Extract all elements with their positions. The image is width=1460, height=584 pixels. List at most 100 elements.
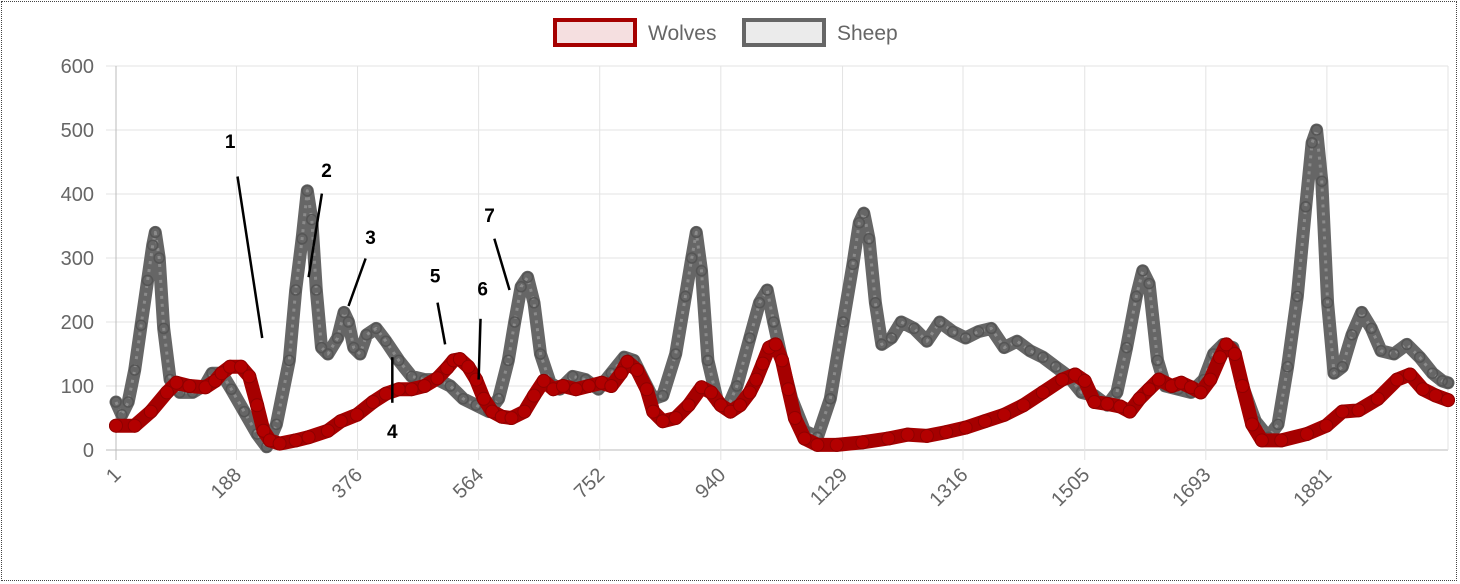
data-point	[1227, 347, 1242, 361]
data-point	[1016, 398, 1031, 413]
y-tick-label: 500	[61, 120, 94, 142]
annotation-2: 2	[307, 161, 332, 278]
data-point	[921, 335, 933, 347]
data-point	[681, 398, 696, 413]
data-point	[1049, 361, 1062, 373]
annotation-leader-line	[347, 258, 367, 307]
data-point	[331, 332, 344, 344]
data-point	[1035, 385, 1050, 400]
data-point	[1415, 382, 1430, 397]
data-point	[829, 437, 844, 452]
data-point	[301, 185, 314, 197]
data-point	[504, 411, 519, 425]
data-point	[528, 297, 540, 309]
data-point	[1132, 391, 1147, 406]
y-tick-label: 200	[61, 312, 94, 334]
legend: Wolves Sheep	[553, 18, 898, 47]
data-point	[858, 207, 870, 219]
data-point	[614, 366, 628, 381]
data-point	[810, 437, 825, 452]
data-point	[517, 404, 532, 419]
data-point	[469, 372, 484, 387]
data-point	[713, 398, 728, 413]
legend-wolves-label[interactable]: Wolves	[648, 22, 716, 45]
data-point	[1024, 345, 1036, 357]
x-tick-label: 188	[207, 464, 246, 503]
data-point	[360, 329, 373, 341]
data-point	[242, 369, 257, 384]
data-point	[1390, 372, 1405, 387]
annotation-label: 2	[321, 161, 332, 182]
data-point	[380, 335, 392, 347]
data-point	[1151, 372, 1166, 387]
data-point	[1274, 433, 1289, 448]
y-tick-label: 0	[83, 440, 94, 462]
data-point	[1203, 372, 1218, 387]
data-point	[1403, 367, 1417, 382]
data-point	[391, 382, 406, 397]
data-point	[997, 407, 1012, 422]
data-point	[250, 398, 265, 413]
data-point	[1328, 367, 1340, 379]
data-point	[639, 382, 654, 397]
data-point	[502, 354, 515, 367]
y-tick-label: 600	[61, 56, 94, 78]
data-point	[515, 281, 527, 293]
data-point	[1122, 404, 1137, 419]
data-point	[1291, 290, 1304, 303]
data-point	[824, 393, 837, 405]
data-point	[668, 411, 683, 425]
data-point	[704, 385, 719, 400]
data-point	[895, 316, 907, 328]
data-point	[1355, 306, 1368, 319]
data-point	[1426, 367, 1439, 379]
data-point	[1037, 351, 1049, 363]
data-point	[1321, 297, 1334, 309]
data-point	[630, 363, 645, 377]
data-point	[141, 274, 154, 287]
data-point	[508, 316, 521, 328]
legend-sheep-label[interactable]: Sheep	[837, 22, 898, 45]
data-point	[1336, 361, 1349, 373]
annotation-4: 4	[387, 357, 398, 443]
data-point	[1335, 404, 1350, 419]
data-point	[959, 332, 972, 344]
data-point	[404, 382, 419, 397]
data-point	[977, 414, 992, 429]
data-point	[457, 393, 469, 405]
x-tick-label: 1693	[1168, 464, 1215, 511]
data-point	[301, 430, 316, 445]
data-point	[1370, 391, 1385, 406]
data-point	[847, 258, 859, 271]
data-point	[1100, 396, 1115, 411]
legend-wolves-swatch[interactable]	[553, 18, 637, 47]
data-point	[333, 414, 348, 429]
data-point	[354, 348, 366, 360]
data-point	[110, 396, 122, 408]
data-point	[342, 316, 355, 328]
data-point	[1011, 335, 1023, 347]
data-point	[646, 404, 661, 419]
x-tick-label: 1129	[806, 464, 852, 510]
data-point	[1142, 382, 1157, 397]
data-point	[1319, 418, 1334, 433]
data-point	[320, 423, 335, 438]
data-point	[322, 348, 334, 360]
data-point	[885, 332, 898, 344]
x-tick-label: 1881	[1289, 464, 1336, 511]
x-tick-label: 564	[449, 464, 488, 503]
x-tick-label: 752	[570, 464, 609, 503]
data-point	[370, 322, 382, 335]
data-point	[679, 290, 692, 303]
data-point	[768, 337, 783, 352]
data-point	[869, 297, 882, 309]
data-point	[1213, 350, 1227, 365]
data-point	[908, 322, 920, 335]
legend-sheep-swatch[interactable]	[742, 18, 826, 47]
data-point	[347, 341, 360, 354]
annotation-label: 3	[365, 228, 376, 249]
data-point	[225, 383, 238, 395]
data-point	[581, 379, 596, 393]
x-tick-label: 940	[691, 464, 730, 503]
